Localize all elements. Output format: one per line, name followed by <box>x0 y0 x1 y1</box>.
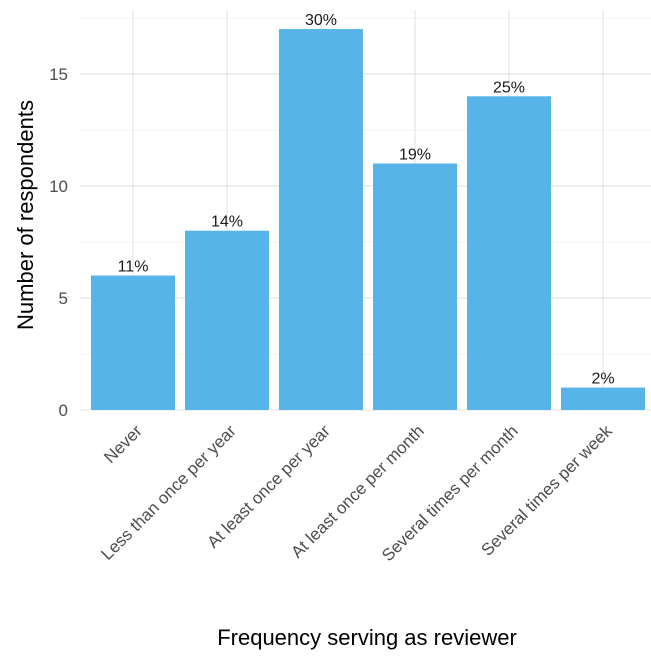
bar-data-label: 14% <box>211 214 243 231</box>
bars-layer <box>91 29 645 411</box>
y-tick-label: 5 <box>59 289 68 308</box>
bar <box>467 96 551 411</box>
bar-labels-layer: 11% 14% 30% 19% 25% 2% <box>118 12 615 388</box>
y-tick-label: 0 <box>59 401 68 420</box>
bar <box>91 275 175 410</box>
bar-data-label: 25% <box>493 79 525 96</box>
x-tick-label: Never <box>100 421 146 467</box>
bar <box>561 387 645 410</box>
bar-data-label: 11% <box>118 259 149 276</box>
bar <box>279 29 363 411</box>
bar-data-label: 30% <box>305 12 337 29</box>
bar-data-label: 19% <box>399 147 431 164</box>
y-axis-title: Number of respondents <box>13 100 38 330</box>
y-tick-label: 15 <box>49 65 68 84</box>
bar <box>185 230 269 410</box>
y-tick-label: 10 <box>49 177 68 196</box>
x-axis-title: Frequency serving as reviewer <box>217 625 517 650</box>
y-axis-ticks: 0 5 10 15 <box>49 65 68 420</box>
bar <box>373 163 457 410</box>
bar-data-label: 2% <box>591 371 614 388</box>
